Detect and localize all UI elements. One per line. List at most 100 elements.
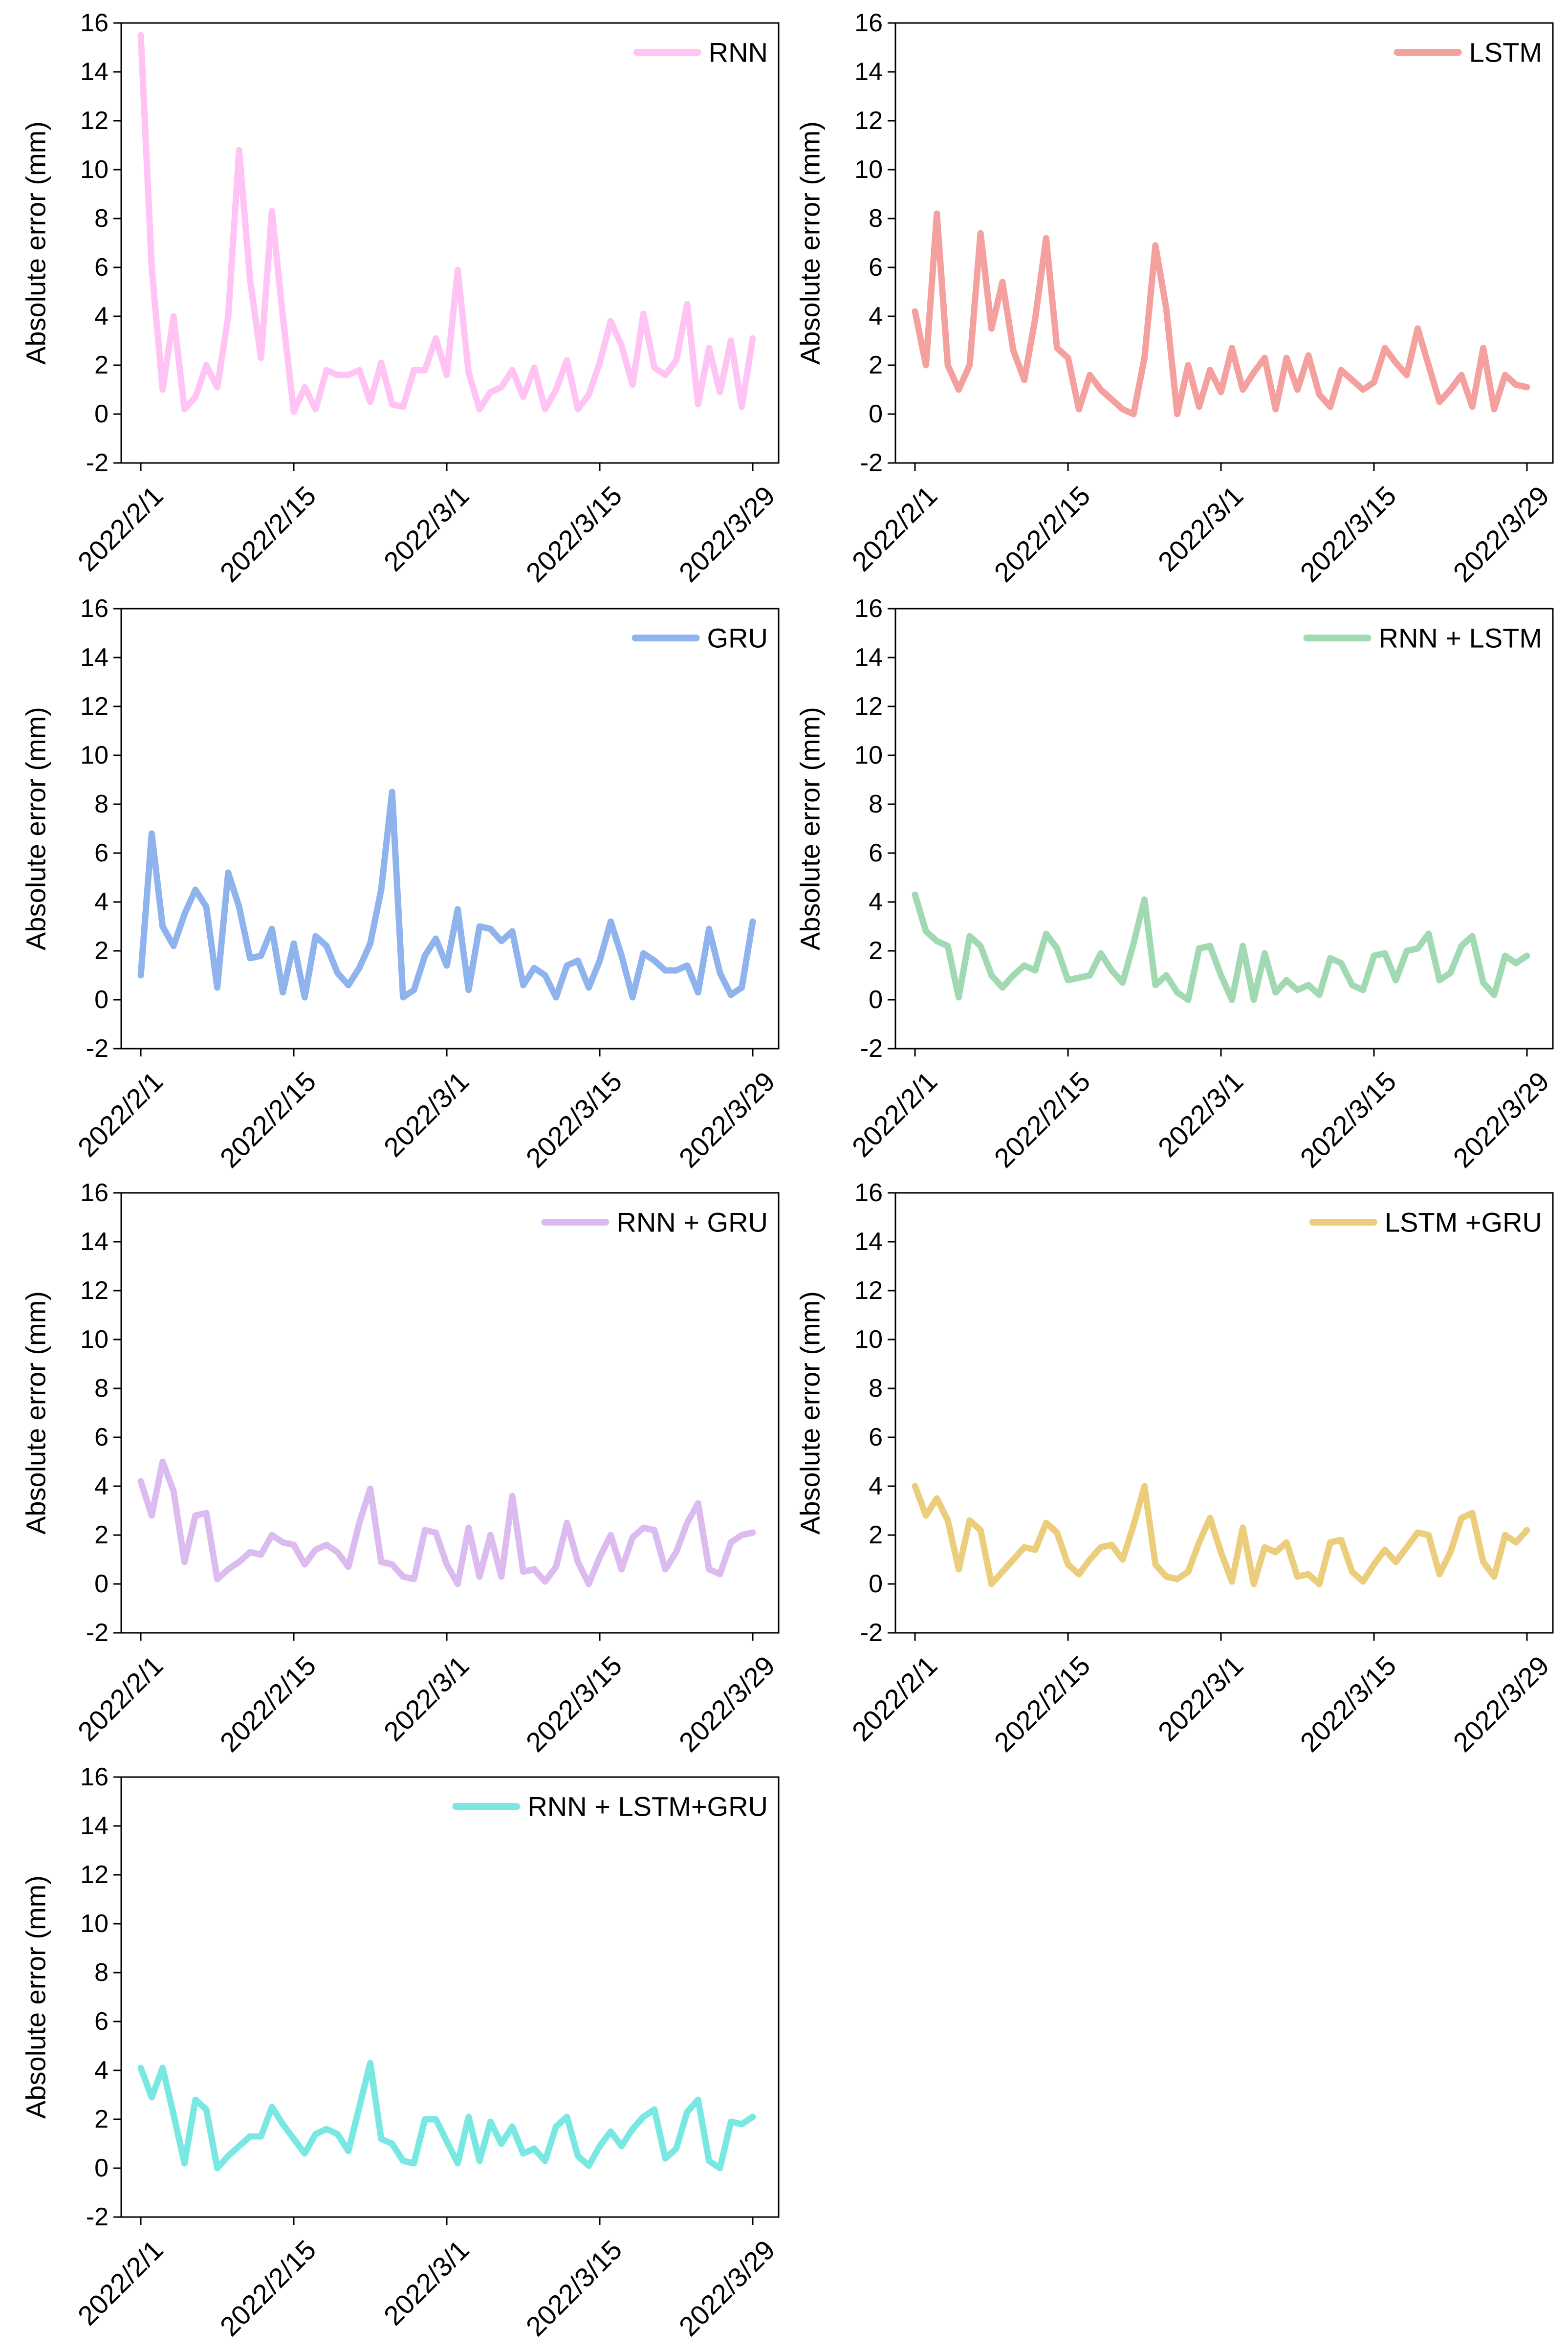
x-tick-label: 2022/2/1 [846,480,943,577]
x-tick-label: 2022/3/15 [520,480,628,588]
y-tick-label: 6 [94,839,109,867]
x-tick-label: 2022/3/29 [673,1066,781,1174]
x-tick-label: 2022/3/29 [673,2234,781,2342]
y-tick-label: 16 [854,594,883,623]
chart-panel-2: -2 0 2 4 6 8 10 12 14 16 2022/2/1 2022/2/15 2022/3/1… [795,9,1555,588]
axes-frame [894,608,1554,1050]
y-tick-label: 12 [80,1276,109,1305]
y-tick-label: -2 [86,449,109,477]
y-tick-label: 0 [869,1570,883,1598]
y-tick-label: 10 [854,741,883,769]
x-tick-label: 2022/3/29 [1447,1650,1555,1758]
y-tick-label: 14 [80,58,109,86]
y-tick-label: 6 [869,1423,883,1451]
x-tick-label: 2022/2/15 [214,2234,322,2342]
y-axis-title: Absolute error (mm) [21,121,51,365]
y-tick-label: 4 [94,302,109,330]
y-tick-label: 12 [80,1861,109,1889]
y-tick-label: 12 [854,692,883,721]
y-tick-label: 14 [80,1228,109,1256]
legend-label: RNN + GRU [616,1207,768,1238]
axes-frame [120,1192,780,1634]
series-line [137,32,756,415]
series-line [912,210,1530,417]
y-tick-label: 14 [854,58,883,86]
series-line [137,2060,756,2172]
y-tick-label: 0 [869,986,883,1014]
y-tick-label: 8 [94,1958,109,1987]
y-tick-label: 4 [869,888,883,916]
x-tick-label: 2022/3/15 [520,2234,628,2342]
chart-panel-5: -2 0 2 4 6 8 10 12 14 16 2022/2/1 2022/2/15 2022/3/1… [21,1179,781,1758]
y-tick-label: 0 [94,1570,109,1598]
legend-label: GRU [707,623,768,654]
x-tick-label: 2022/2/1 [72,1066,169,1163]
y-tick-label: 10 [80,741,109,769]
y-tick-label: 2 [869,1521,883,1549]
x-tick-label: 2022/3/15 [1294,1650,1402,1758]
y-tick-label: 10 [854,155,883,184]
y-tick-label: 10 [854,1325,883,1354]
y-tick-label: 12 [80,107,109,135]
y-tick-label: 14 [80,643,109,672]
x-tick-label: 2022/2/15 [988,1650,1096,1758]
y-tick-label: -2 [860,449,883,477]
chart-panel-7: -2 0 2 4 6 8 10 12 14 16 2022/2/1 2022/2/15 2022/3/1… [21,1763,781,2342]
x-tick-label: 2022/3/15 [1294,1066,1402,1174]
y-tick-label: 12 [854,107,883,135]
y-axis-title: Absolute error (mm) [21,1875,51,2119]
y-tick-label: -2 [86,1619,109,1647]
y-tick-label: 14 [854,643,883,672]
y-tick-label: 12 [854,1276,883,1305]
y-tick-label: -2 [86,1034,109,1063]
y-tick-label: 2 [94,937,109,965]
x-tick-label: 2022/3/1 [1152,1066,1249,1163]
x-tick-label: 2022/3/1 [378,2234,475,2331]
y-tick-label: 2 [869,351,883,379]
axes-frame [120,608,780,1050]
y-tick-label: 10 [80,1325,109,1354]
legend-label: RNN + LSTM [1379,623,1543,654]
y-tick-label: 16 [80,1179,109,1207]
y-tick-label: 8 [869,790,883,818]
y-tick-label: 4 [94,888,109,916]
x-tick-label: 2022/3/15 [1294,480,1402,588]
y-tick-label: 4 [94,1472,109,1500]
series-line [137,789,756,1001]
chart-panel-3: -2 0 2 4 6 8 10 12 14 16 2022/2/1 2022/2/15 2022/3/1… [21,594,781,1174]
y-tick-label: 16 [80,1763,109,1791]
legend-label: LSTM [1469,37,1542,68]
y-tick-label: 8 [94,204,109,233]
x-tick-label: 2022/3/29 [1447,1066,1555,1174]
y-tick-label: 14 [80,1812,109,1840]
y-tick-label: 0 [869,400,883,428]
y-tick-label: 6 [869,839,883,867]
y-tick-label: 2 [869,937,883,965]
y-tick-label: 16 [854,9,883,37]
x-tick-label: 2022/3/1 [378,1066,475,1163]
legend-label: LSTM +GRU [1385,1207,1542,1238]
y-tick-label: 6 [94,2007,109,2036]
y-tick-label: 0 [94,986,109,1014]
y-tick-label: 8 [94,1374,109,1403]
y-tick-label: 6 [94,253,109,282]
series-line [912,891,1530,1003]
x-tick-label: 2022/2/1 [846,1650,943,1747]
y-tick-label: 2 [94,2105,109,2133]
y-tick-label: 0 [94,400,109,428]
y-tick-label: 14 [854,1228,883,1256]
y-tick-label: 2 [94,351,109,379]
x-tick-label: 2022/3/15 [520,1650,628,1758]
y-tick-label: -2 [860,1034,883,1063]
y-tick-label: 16 [854,1179,883,1207]
x-tick-label: 2022/3/1 [1152,480,1249,577]
y-axis-title: Absolute error (mm) [795,1291,826,1535]
x-tick-label: 2022/3/1 [1152,1650,1249,1747]
y-tick-label: 0 [94,2154,109,2182]
x-tick-label: 2022/3/1 [378,1650,475,1747]
y-axis-title: Absolute error (mm) [21,707,51,950]
axes-frame [120,1776,780,2218]
y-tick-label: -2 [860,1619,883,1647]
axes-frame [894,22,1554,464]
